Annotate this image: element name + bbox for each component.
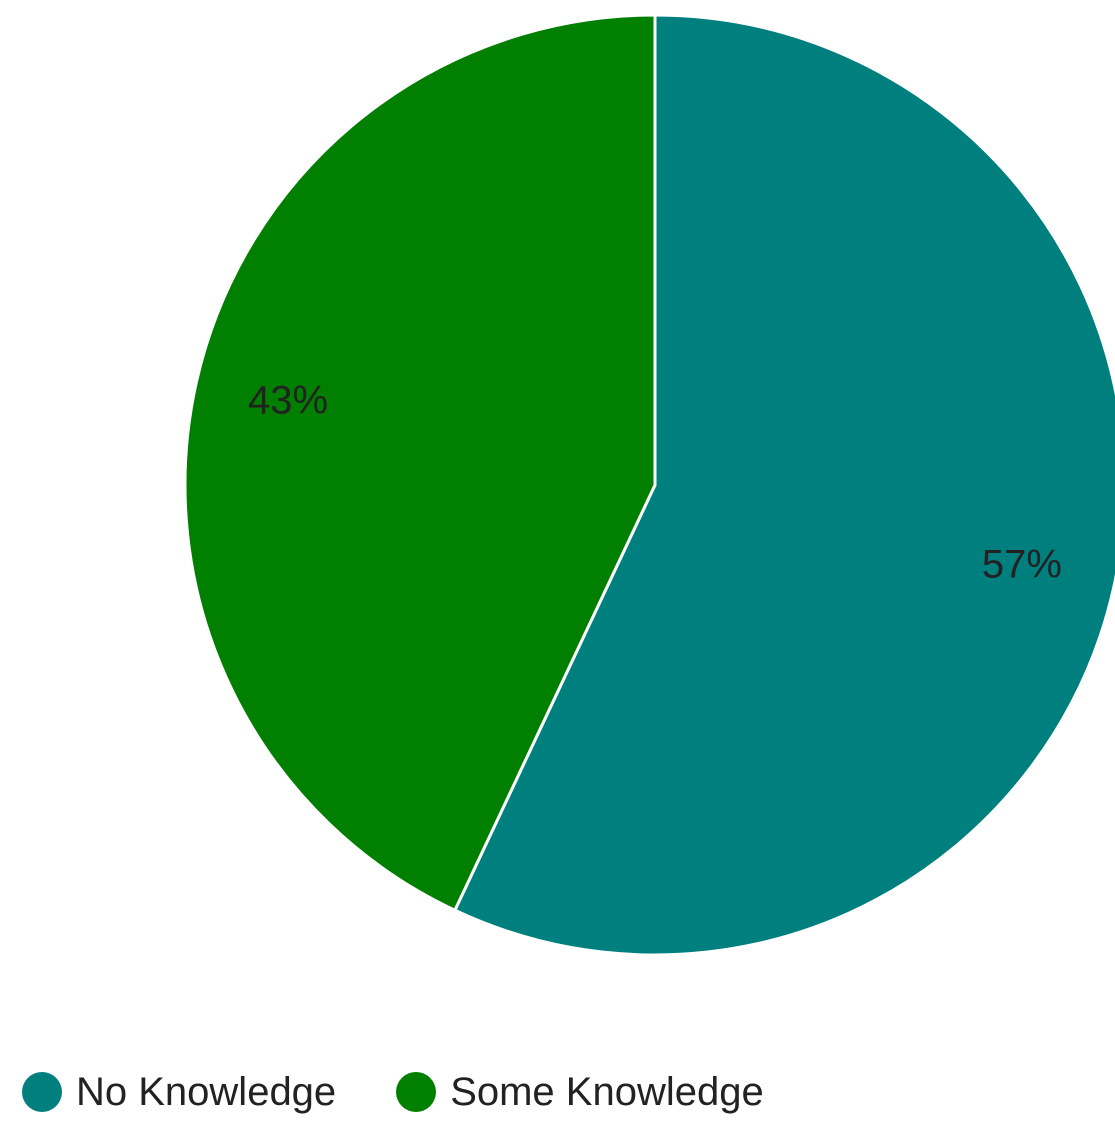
legend-label-some-knowledge: Some Knowledge — [450, 1070, 764, 1114]
pie-slice-some-knowledge[interactable] — [183, 13, 657, 913]
slice-label-no-knowledge: 57% — [982, 543, 1062, 587]
legend-label-no-knowledge: No Knowledge — [76, 1070, 337, 1114]
legend-swatch-some-knowledge — [396, 1072, 437, 1112]
legend: No Knowledge Some Knowledge — [22, 1072, 764, 1112]
legend-swatch-no-knowledge — [22, 1072, 62, 1112]
legend-item-some-knowledge[interactable]: Some Knowledge — [396, 1072, 764, 1112]
pie-slice-no-knowledge[interactable] — [452, 13, 1115, 957]
slice-label-some-knowledge: 43% — [248, 379, 328, 423]
legend-item-no-knowledge[interactable]: No Knowledge — [22, 1072, 336, 1112]
